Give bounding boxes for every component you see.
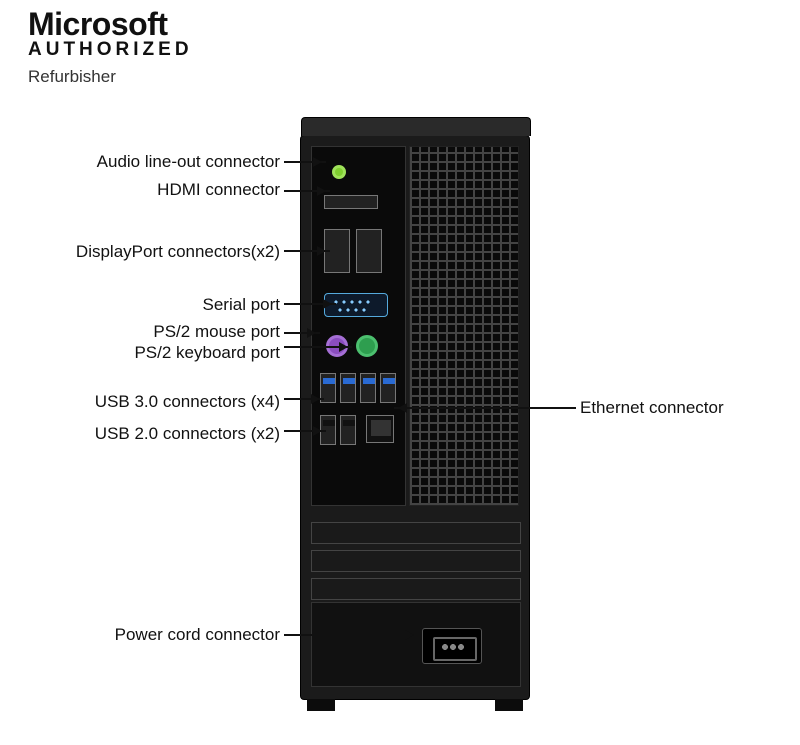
io-panel <box>311 146 406 506</box>
pc-cover <box>301 117 531 136</box>
power-supply-area <box>311 602 521 687</box>
logo-tag: Refurbisher <box>28 67 193 87</box>
arrow-ps2-mouse <box>284 332 320 334</box>
label-ps2-keyboard: PS/2 keyboard port <box>134 343 280 363</box>
usb3-row <box>320 373 400 403</box>
label-audio: Audio line-out connector <box>97 152 280 172</box>
arrow-usb3 <box>284 398 324 400</box>
expansion-slot <box>311 550 521 572</box>
arrow-power <box>284 634 418 636</box>
ethernet-port <box>366 415 394 443</box>
usb3-port <box>360 373 376 403</box>
label-usb3: USB 3.0 connectors (x4) <box>95 392 280 412</box>
arrow-serial <box>284 303 336 305</box>
ps2-keyboard-port <box>356 335 378 357</box>
usb2-port <box>340 415 356 445</box>
arrow-displayport <box>284 250 330 252</box>
audio-line-out-port <box>332 165 346 179</box>
label-serial: Serial port <box>203 295 280 315</box>
expansion-slot <box>311 522 521 544</box>
displayport-2 <box>356 229 382 273</box>
logo-sub: AUTHORIZED <box>28 39 193 61</box>
label-ps2-mouse: PS/2 mouse port <box>153 322 280 342</box>
label-usb2: USB 2.0 connectors (x2) <box>95 424 280 444</box>
arrow-ethernet <box>394 407 576 409</box>
logo-block: Microsoft AUTHORIZED Refurbisher <box>28 6 193 87</box>
logo-main: Microsoft <box>28 6 193 43</box>
label-displayport: DisplayPort connectors(x2) <box>76 242 280 262</box>
label-ethernet: Ethernet connector <box>580 398 724 418</box>
ventilation-grille <box>409 146 519 506</box>
pc-chassis <box>300 135 530 700</box>
label-power: Power cord connector <box>115 625 280 645</box>
arrow-usb2 <box>284 430 326 432</box>
arrow-ps2-keyboard <box>284 346 352 348</box>
expansion-slot <box>311 578 521 600</box>
usb3-port <box>380 373 396 403</box>
arrow-audio <box>284 161 326 163</box>
arrow-hdmi <box>284 190 330 192</box>
power-cord-socket <box>422 628 482 664</box>
chassis-foot <box>495 699 523 711</box>
hdmi-port <box>324 195 378 209</box>
label-hdmi: HDMI connector <box>157 180 280 200</box>
chassis-foot <box>307 699 335 711</box>
usb3-port <box>340 373 356 403</box>
